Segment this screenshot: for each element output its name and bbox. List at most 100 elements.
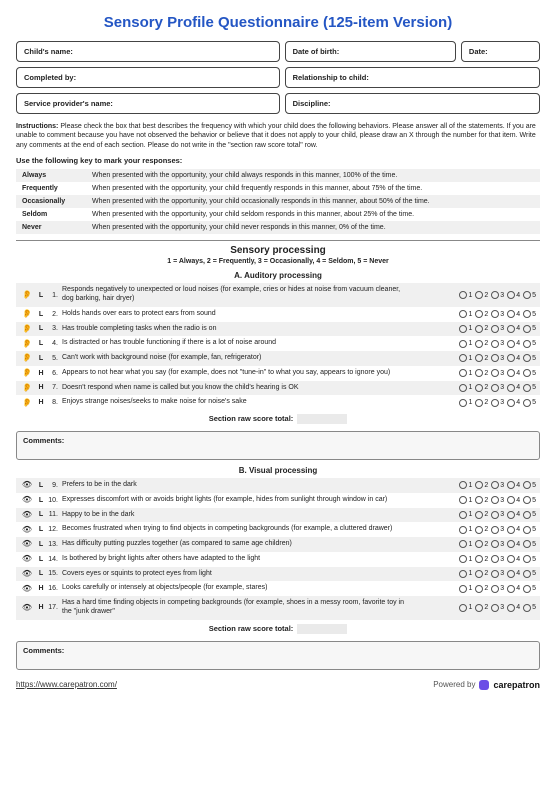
option-3[interactable]: 3 [491, 481, 504, 489]
radio-icon[interactable] [523, 526, 531, 534]
radio-icon[interactable] [459, 555, 467, 563]
radio-icon[interactable] [507, 604, 515, 612]
radio-icon[interactable] [459, 511, 467, 519]
option-5[interactable]: 5 [523, 526, 536, 534]
option-5[interactable]: 5 [523, 325, 536, 333]
radio-icon[interactable] [491, 496, 499, 504]
option-1[interactable]: 1 [459, 526, 472, 534]
radio-icon[interactable] [491, 384, 499, 392]
option-2[interactable]: 2 [475, 511, 488, 519]
radio-icon[interactable] [491, 540, 499, 548]
radio-icon[interactable] [523, 369, 531, 377]
date-field[interactable]: Date: [461, 41, 540, 62]
radio-icon[interactable] [475, 369, 483, 377]
option-2[interactable]: 2 [475, 481, 488, 489]
option-1[interactable]: 1 [459, 511, 472, 519]
radio-icon[interactable] [459, 540, 467, 548]
option-4[interactable]: 4 [507, 526, 520, 534]
radio-icon[interactable] [523, 399, 531, 407]
option-2[interactable]: 2 [475, 369, 488, 377]
radio-icon[interactable] [491, 340, 499, 348]
comments-b[interactable]: Comments: [16, 641, 540, 670]
option-2[interactable]: 2 [475, 585, 488, 593]
radio-icon[interactable] [491, 570, 499, 578]
dob-field[interactable]: Date of birth: [285, 41, 456, 62]
radio-icon[interactable] [475, 340, 483, 348]
radio-icon[interactable] [507, 481, 515, 489]
option-3[interactable]: 3 [491, 496, 504, 504]
provider-field[interactable]: Service provider's name: [16, 93, 280, 114]
option-3[interactable]: 3 [491, 399, 504, 407]
radio-icon[interactable] [475, 481, 483, 489]
radio-icon[interactable] [523, 496, 531, 504]
option-5[interactable]: 5 [523, 340, 536, 348]
radio-icon[interactable] [459, 399, 467, 407]
option-1[interactable]: 1 [459, 325, 472, 333]
radio-icon[interactable] [491, 354, 499, 362]
radio-icon[interactable] [459, 526, 467, 534]
radio-icon[interactable] [491, 310, 499, 318]
option-4[interactable]: 4 [507, 604, 520, 612]
radio-icon[interactable] [475, 511, 483, 519]
radio-icon[interactable] [475, 570, 483, 578]
option-2[interactable]: 2 [475, 340, 488, 348]
option-2[interactable]: 2 [475, 310, 488, 318]
option-4[interactable]: 4 [507, 570, 520, 578]
option-5[interactable]: 5 [523, 570, 536, 578]
option-5[interactable]: 5 [523, 310, 536, 318]
radio-icon[interactable] [459, 340, 467, 348]
radio-icon[interactable] [523, 310, 531, 318]
option-4[interactable]: 4 [507, 310, 520, 318]
option-4[interactable]: 4 [507, 325, 520, 333]
radio-icon[interactable] [507, 526, 515, 534]
radio-icon[interactable] [491, 399, 499, 407]
radio-icon[interactable] [491, 604, 499, 612]
radio-icon[interactable] [491, 369, 499, 377]
radio-icon[interactable] [475, 310, 483, 318]
option-4[interactable]: 4 [507, 511, 520, 519]
option-3[interactable]: 3 [491, 310, 504, 318]
option-1[interactable]: 1 [459, 369, 472, 377]
option-3[interactable]: 3 [491, 325, 504, 333]
option-2[interactable]: 2 [475, 526, 488, 534]
option-3[interactable]: 3 [491, 604, 504, 612]
radio-icon[interactable] [475, 384, 483, 392]
option-5[interactable]: 5 [523, 604, 536, 612]
option-3[interactable]: 3 [491, 555, 504, 563]
option-1[interactable]: 1 [459, 496, 472, 504]
option-3[interactable]: 3 [491, 526, 504, 534]
option-4[interactable]: 4 [507, 540, 520, 548]
option-1[interactable]: 1 [459, 354, 472, 362]
radio-icon[interactable] [491, 555, 499, 563]
radio-icon[interactable] [491, 291, 499, 299]
radio-icon[interactable] [523, 570, 531, 578]
radio-icon[interactable] [507, 555, 515, 563]
option-2[interactable]: 2 [475, 325, 488, 333]
option-3[interactable]: 3 [491, 384, 504, 392]
relationship-field[interactable]: Relationship to child: [285, 67, 540, 88]
radio-icon[interactable] [475, 325, 483, 333]
option-2[interactable]: 2 [475, 496, 488, 504]
option-4[interactable]: 4 [507, 399, 520, 407]
option-2[interactable]: 2 [475, 604, 488, 612]
option-5[interactable]: 5 [523, 384, 536, 392]
option-4[interactable]: 4 [507, 585, 520, 593]
option-1[interactable]: 1 [459, 399, 472, 407]
radio-icon[interactable] [459, 310, 467, 318]
radio-icon[interactable] [523, 511, 531, 519]
completed-by-field[interactable]: Completed by: [16, 67, 280, 88]
option-3[interactable]: 3 [491, 570, 504, 578]
radio-icon[interactable] [523, 481, 531, 489]
radio-icon[interactable] [475, 604, 483, 612]
option-5[interactable]: 5 [523, 481, 536, 489]
radio-icon[interactable] [507, 291, 515, 299]
radio-icon[interactable] [523, 325, 531, 333]
option-5[interactable]: 5 [523, 369, 536, 377]
option-4[interactable]: 4 [507, 369, 520, 377]
radio-icon[interactable] [507, 369, 515, 377]
option-2[interactable]: 2 [475, 570, 488, 578]
raw-total-blank[interactable] [297, 624, 347, 634]
radio-icon[interactable] [507, 496, 515, 504]
option-4[interactable]: 4 [507, 340, 520, 348]
option-1[interactable]: 1 [459, 481, 472, 489]
